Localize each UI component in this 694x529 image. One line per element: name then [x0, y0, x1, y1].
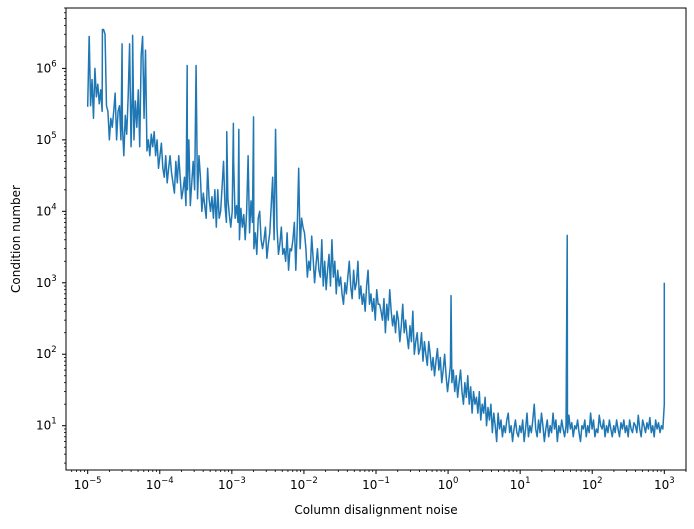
x-minor-ticks — [71, 470, 687, 472]
x-tick-label: 10−2 — [290, 476, 318, 492]
series-layer — [86, 28, 666, 443]
y-axis-label: Condition number — [9, 185, 23, 293]
x-axis-label: Column disalignment noise — [294, 503, 457, 517]
y-tick-label: 104 — [36, 202, 57, 218]
x-tick-label: 101 — [510, 476, 531, 492]
plot-area — [66, 8, 686, 470]
y-axis-ticks: 101 102 103 104 105 106 — [36, 59, 66, 433]
y-tick-label: 102 — [36, 345, 57, 361]
x-tick-label: 10−3 — [218, 476, 246, 492]
y-tick-label: 103 — [36, 274, 57, 290]
x-tick-label: 100 — [438, 476, 459, 492]
y-tick-label: 106 — [36, 59, 57, 75]
series-line — [86, 28, 666, 443]
x-tick-label: 102 — [582, 476, 603, 492]
y-minor-ticks — [64, 7, 66, 464]
y-tick-label: 105 — [36, 131, 57, 147]
x-tick-label: 10−1 — [362, 476, 390, 492]
x-tick-label: 10−4 — [146, 476, 174, 492]
x-tick-label: 103 — [654, 476, 675, 492]
x-tick-label: 10−5 — [74, 476, 102, 492]
x-axis-ticks: 10−5 10−4 10−3 10−2 10−1 100 101 102 103 — [74, 470, 675, 492]
y-tick-label: 101 — [36, 417, 57, 433]
